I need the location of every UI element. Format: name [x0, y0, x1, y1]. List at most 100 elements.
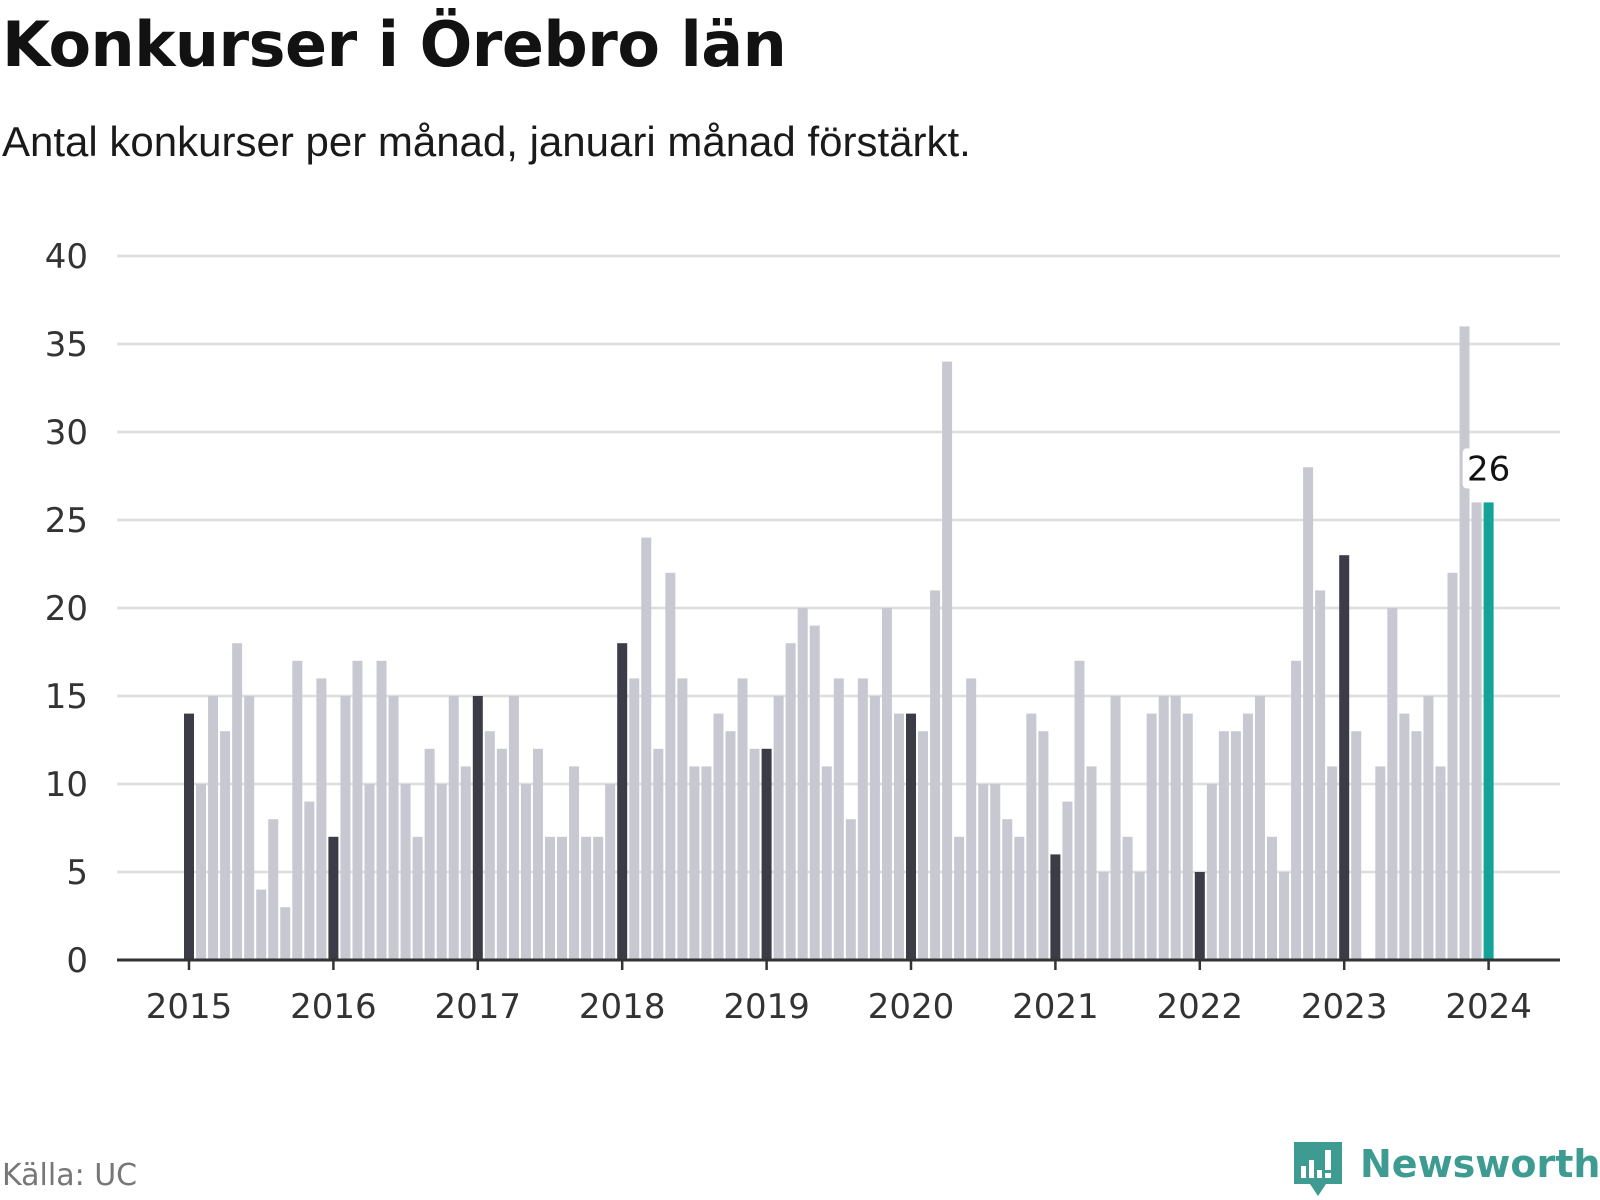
bar: [1242, 713, 1253, 960]
bar: [280, 907, 291, 960]
bar: [797, 608, 808, 960]
y-tick-label: 40: [45, 237, 88, 277]
bar: [1411, 731, 1422, 960]
bar-january: [906, 713, 916, 960]
x-tick-label: 2022: [1157, 987, 1244, 1027]
bar: [593, 836, 604, 960]
bar: [364, 784, 375, 960]
bar: [881, 608, 892, 960]
y-tick-label: 35: [45, 325, 88, 365]
bar: [990, 784, 1001, 960]
bar: [304, 801, 315, 960]
bar-january: [761, 748, 772, 960]
x-tick-label: 2016: [290, 987, 377, 1027]
bar: [1351, 731, 1362, 960]
bar: [581, 836, 592, 960]
bar: [1146, 713, 1157, 960]
bar: [978, 784, 989, 960]
bar: [653, 748, 664, 960]
y-tick-label: 10: [45, 765, 88, 805]
bar: [1038, 731, 1049, 960]
bar: [244, 696, 255, 960]
bar: [1014, 836, 1025, 960]
bar: [773, 696, 784, 960]
bar-january: [617, 643, 628, 960]
bar: [220, 731, 231, 960]
bar: [484, 731, 495, 960]
bar-january: [184, 713, 194, 960]
bar: [1254, 696, 1265, 960]
bar: [1002, 819, 1013, 960]
brand-name: Newsworthy: [1360, 1142, 1600, 1186]
bar: [1182, 713, 1193, 960]
bar: [508, 696, 519, 960]
y-tick-label: 5: [66, 853, 88, 893]
x-tick-label: 2019: [723, 987, 810, 1027]
bar: [1026, 713, 1037, 960]
bar: [1459, 326, 1470, 960]
source-note: Källa: UC: [2, 1158, 138, 1193]
bar: [629, 678, 640, 960]
bar: [1267, 836, 1277, 960]
bar: [232, 643, 243, 960]
bar: [557, 836, 568, 960]
bar: [954, 836, 965, 960]
x-tick-label: 2018: [579, 987, 666, 1027]
bar: [845, 819, 856, 960]
bar: [520, 784, 531, 960]
bar: [1062, 801, 1073, 960]
chart-subtitle: Antal konkurser per månad, januari månad…: [2, 118, 971, 165]
bar: [376, 660, 387, 960]
bar: [460, 766, 471, 960]
x-tick-label: 2021: [1012, 987, 1099, 1027]
bar: [388, 696, 399, 960]
x-tick-label: 2017: [435, 987, 522, 1027]
x-tick-label: 2024: [1445, 987, 1532, 1027]
bar-january: [1050, 854, 1061, 960]
bar: [641, 537, 652, 960]
x-tick-label: 2015: [146, 987, 233, 1027]
bar: [1134, 872, 1145, 960]
bar: [208, 696, 219, 960]
bar: [532, 748, 543, 960]
x-tick-label: 2023: [1301, 987, 1388, 1027]
bar: [1098, 872, 1109, 960]
bar: [1170, 696, 1181, 960]
bar: [689, 766, 700, 960]
bar: [821, 766, 832, 960]
bar: [545, 836, 555, 960]
bar-january: [328, 836, 339, 960]
bar: [785, 643, 796, 960]
bar-january: [1339, 555, 1350, 960]
bar-january: [1194, 872, 1205, 960]
bar: [1158, 696, 1169, 960]
bar: [1399, 713, 1410, 960]
bar: [496, 748, 507, 960]
bar: [1074, 660, 1085, 960]
bar: [665, 572, 676, 960]
bar: [1230, 731, 1241, 960]
bar: [1423, 696, 1434, 960]
bar: [1435, 766, 1446, 960]
bar: [918, 731, 929, 960]
bar: [833, 678, 844, 960]
bar: [713, 713, 724, 960]
bar-highlighted: [1483, 502, 1494, 960]
data-label: 26: [1467, 449, 1510, 489]
bar: [701, 766, 712, 960]
bar: [1315, 590, 1326, 960]
bar: [749, 748, 760, 960]
bar: [966, 678, 977, 960]
y-tick-label: 15: [45, 677, 88, 717]
bar: [424, 748, 435, 960]
bar: [1387, 608, 1398, 960]
bar: [569, 766, 580, 960]
bar: [1218, 731, 1229, 960]
y-tick-label: 20: [45, 589, 88, 629]
bar: [737, 678, 748, 960]
bar: [1291, 660, 1302, 960]
y-tick-label: 30: [45, 413, 88, 453]
bar-chart: 0 5 10 15 20 25 30 35 40 2015 2016 2017 2018 2019 2020…: [45, 237, 1560, 1027]
bar: [1327, 766, 1338, 960]
bar: [857, 678, 868, 960]
